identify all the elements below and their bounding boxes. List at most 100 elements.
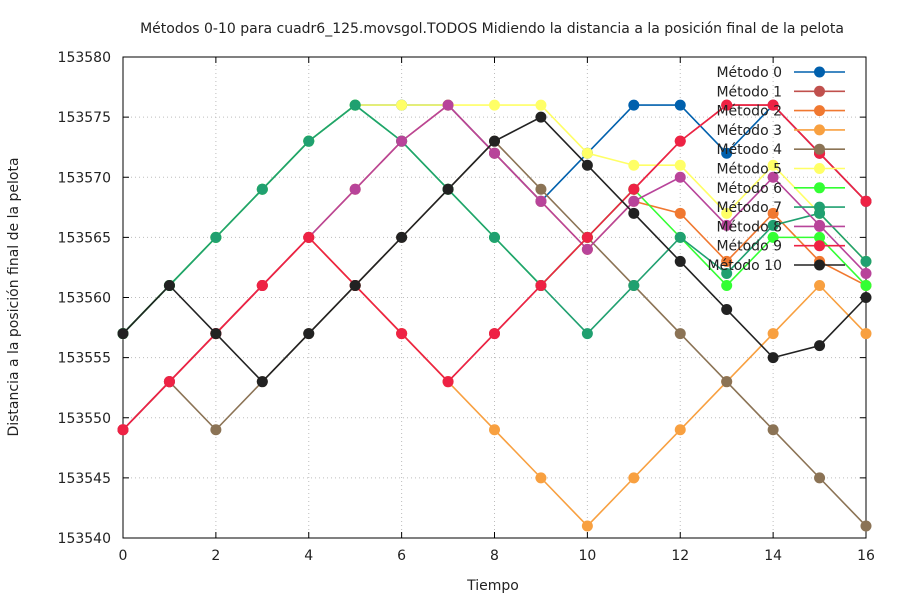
legend-label: Método 8 [716,219,782,235]
legend-label: Método 1 [716,84,782,100]
data-point [535,195,547,207]
y-tick-label: 153565 [58,230,111,246]
data-point [489,328,500,340]
data-point [489,231,500,243]
legend-item: Método 9 [716,239,845,255]
y-axis-label: Distancia a la posición final de la pelo… [6,157,22,436]
data-point [767,219,779,231]
data-point [210,424,222,436]
data-point [767,171,779,183]
data-point [860,292,872,303]
data-point [721,376,733,388]
x-tick-label: 14 [764,548,782,564]
data-point [117,328,129,340]
legend-label: Método 10 [708,258,782,274]
data-point [535,183,547,195]
data-point [163,279,175,291]
y-tick-label: 153555 [58,351,111,367]
legend-swatch-point [814,143,825,155]
data-point [163,376,175,388]
data-point [860,520,872,532]
data-point [860,267,872,279]
data-point [860,328,872,340]
data-point [860,255,872,267]
data-point [256,376,268,388]
data-point [767,231,779,243]
legend-swatch-point [814,105,825,117]
data-point [396,135,408,147]
data-point [489,99,500,111]
x-axis-label: Tiempo [466,578,519,594]
legend-label: Método 6 [716,181,782,197]
legend-item: Método 8 [716,219,845,235]
data-point [674,171,686,183]
x-tick-label: 10 [578,548,596,564]
data-point [767,352,779,364]
y-axis: 153540 153545 153550 153555 153560 153565 1535… [58,50,866,547]
legend-label: Método 3 [716,123,782,139]
legend-item: Método 3 [716,123,845,139]
data-point [767,207,779,219]
data-point [396,99,408,111]
data-point [674,328,686,340]
y-tick-label: 153540 [58,531,111,547]
data-point [674,135,686,147]
legend-item: Método 7 [716,200,845,216]
data-point [117,424,129,436]
series-10 [117,111,872,388]
data-point [628,195,640,207]
x-tick-label: 4 [304,548,313,564]
legend-item: Método 2 [716,104,845,120]
legend-swatch-point [814,220,825,232]
y-tick-label: 153570 [58,170,111,186]
data-point [860,279,872,291]
data-point [535,472,547,484]
data-point [442,99,454,111]
data-point [674,207,686,219]
data-point [396,328,408,340]
data-point [767,159,779,171]
legend-swatch-point [814,201,825,213]
x-tick-label: 8 [490,548,499,564]
legend-item: Método 4 [716,142,845,158]
data-point [535,99,547,111]
legend-label: Método 9 [716,239,782,255]
data-point [628,183,640,195]
data-point [674,159,686,171]
data-point [767,424,779,436]
data-point [581,243,593,255]
legend-item: Método 0 [716,65,845,81]
legend-swatch-point [814,85,825,97]
data-point [814,231,826,243]
data-point [396,231,408,243]
legend-label: Método 5 [716,162,782,178]
data-point [303,231,315,243]
y-tick-label: 153560 [58,291,111,307]
data-point [489,424,500,436]
legend-swatch-point [814,124,825,136]
legend-swatch-point [814,66,825,78]
data-point [256,279,268,291]
data-point [814,472,826,484]
data-point [860,195,872,207]
data-point [721,255,733,267]
data-point [581,231,593,243]
legend-swatch-point [814,163,825,174]
x-tick-label: 0 [119,548,128,564]
legend-item: Método 6 [716,181,845,197]
data-point [581,147,593,159]
data-point [628,99,640,111]
data-point [581,520,593,532]
y-tick-label: 153550 [58,411,111,427]
data-point [256,183,268,195]
legend-item: Método 5 [716,162,845,178]
data-point [674,255,686,267]
legend-swatch-point [814,182,825,194]
data-point [349,279,361,291]
data-point [721,304,733,316]
data-point [210,328,222,340]
data-point [442,376,454,388]
data-point [303,135,315,147]
legend-swatch-point [814,259,825,271]
legend-label: Método 2 [716,104,782,120]
